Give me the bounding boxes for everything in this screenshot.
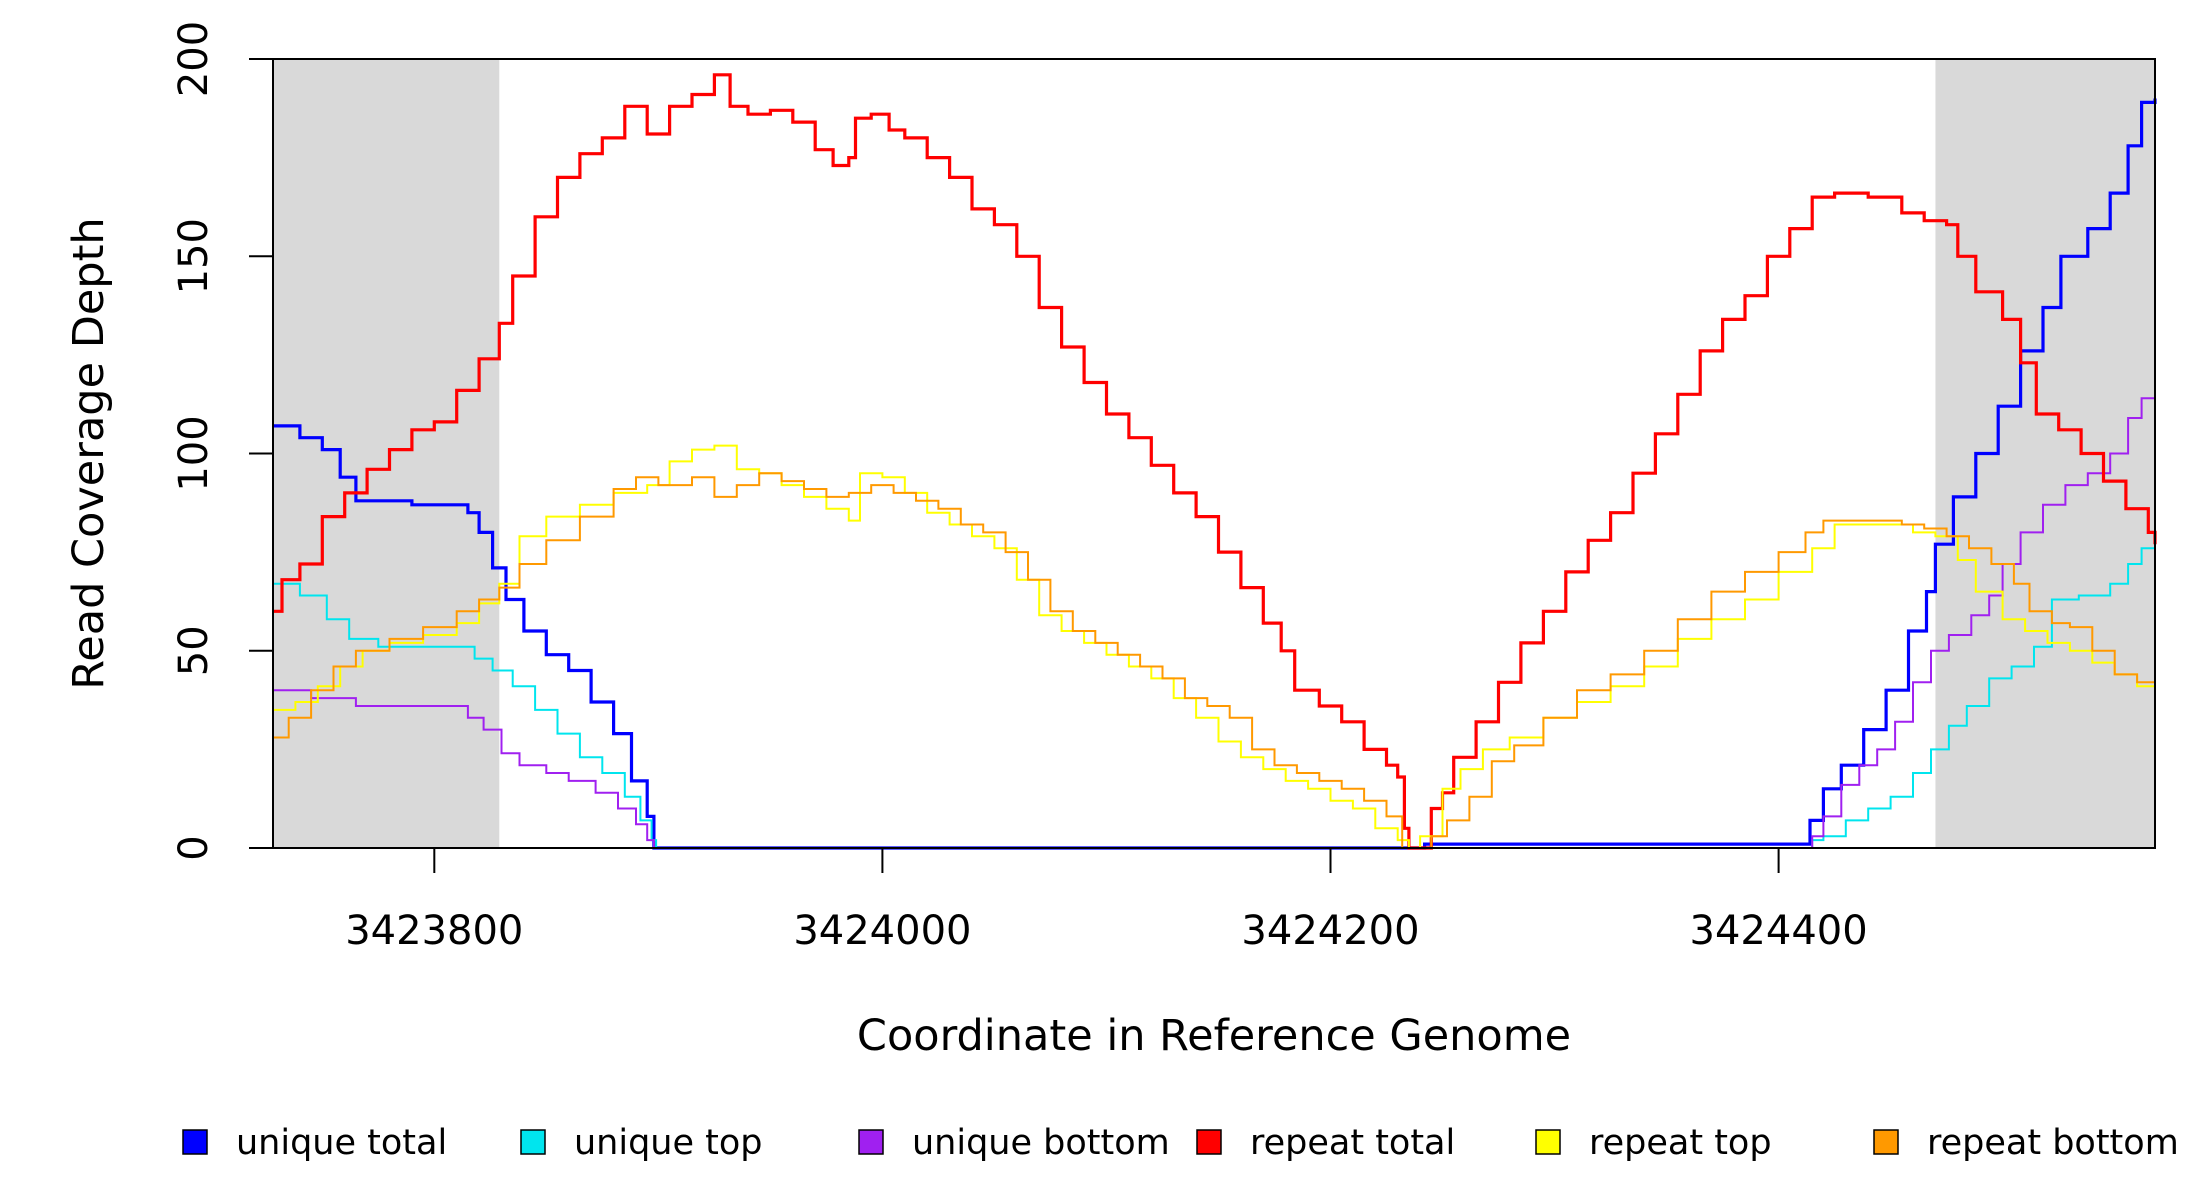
legend-label-repeat-total: repeat total [1250,1123,1455,1163]
series-line-unique-total [273,98,2157,850]
legend-label-unique-total: unique total [236,1123,447,1163]
x-tick-label: 3423800 [345,908,523,954]
legend-label-repeat-top: repeat top [1589,1123,1772,1163]
y-tick-label: 0 [171,835,217,860]
legend-label-unique-top: unique top [574,1123,763,1163]
series-line-repeat-total [273,73,2157,850]
legend-swatch-repeat-bottom [1873,1129,1899,1155]
y-tick-label: 200 [171,21,217,97]
legend-label-unique-bottom: unique bottom [912,1123,1170,1163]
series-line-unique-bottom [273,397,2155,849]
shaded-region-1 [273,59,500,848]
x-tick-label: 3424200 [1241,908,1419,954]
series-line-unique-top [273,544,2156,849]
x-tick-label: 3424000 [793,908,971,954]
x-axis: 3423800 3424000 3424200 3424400 [345,848,1868,954]
legend-swatch-unique-top [520,1129,546,1155]
legend-label-repeat-bottom: repeat bottom [1927,1123,2179,1163]
y-tick-label: 50 [171,625,217,676]
legend-swatch-repeat-top [1535,1129,1561,1155]
x-axis-title: Coordinate in Reference Genome [857,1011,1571,1061]
y-tick-label: 100 [171,415,217,491]
legend-swatch-unique-bottom [858,1129,884,1155]
y-axis: 0 50 100 150 200 [171,21,273,861]
legend-swatch-repeat-total [1196,1129,1222,1155]
series-line-repeat-top [273,444,2156,849]
series-line-repeat-bottom [273,472,2156,849]
legend-swatch-unique-total [182,1129,208,1155]
series-lines [273,73,2157,850]
y-tick-label: 150 [171,218,217,294]
y-axis-title: Read Coverage Depth [64,217,114,689]
legend: unique total unique top unique bottom repea… [182,1123,2179,1163]
x-tick-label: 3424400 [1690,908,1868,954]
